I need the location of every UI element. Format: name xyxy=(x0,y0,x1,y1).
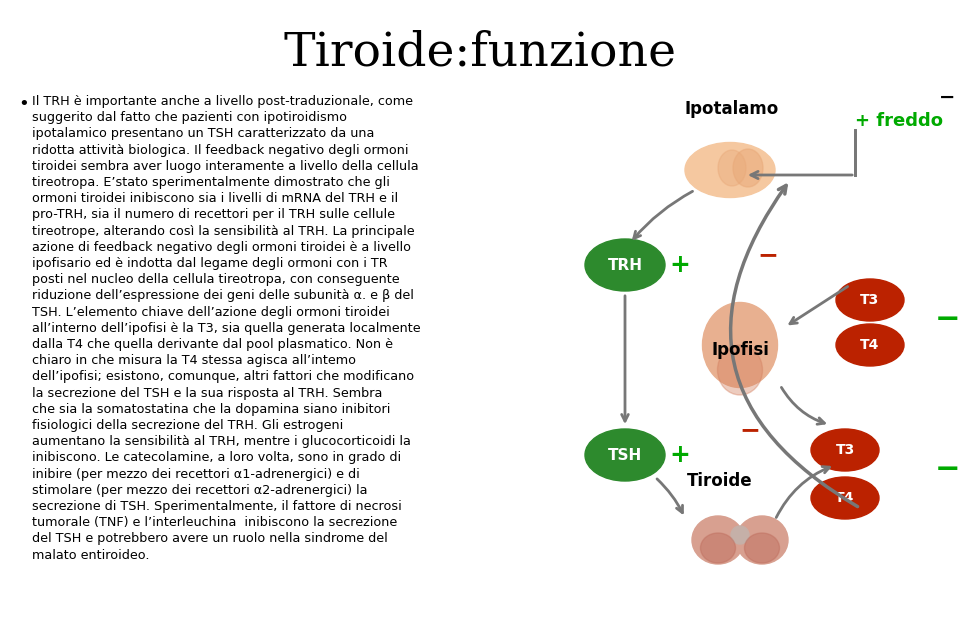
Text: −: − xyxy=(934,455,960,484)
Text: +: + xyxy=(669,443,690,467)
Text: T3: T3 xyxy=(835,443,854,457)
Text: +: + xyxy=(669,253,690,277)
Ellipse shape xyxy=(733,149,763,187)
FancyArrowPatch shape xyxy=(731,186,857,506)
Ellipse shape xyxy=(701,533,735,563)
Text: Ipofisi: Ipofisi xyxy=(711,341,769,359)
Ellipse shape xyxy=(811,429,879,471)
Text: Tiroide:funzione: Tiroide:funzione xyxy=(283,30,677,75)
Text: + freddo: + freddo xyxy=(855,112,943,130)
Text: TRH: TRH xyxy=(608,257,642,272)
FancyArrowPatch shape xyxy=(657,479,683,513)
Text: T4: T4 xyxy=(860,338,879,352)
Ellipse shape xyxy=(836,279,904,321)
Text: Il TRH è importante anche a livello post-traduzionale, come
suggerito dal fatto : Il TRH è importante anche a livello post… xyxy=(32,95,420,562)
Ellipse shape xyxy=(703,303,778,387)
Text: −: − xyxy=(939,88,955,107)
Ellipse shape xyxy=(585,429,665,481)
Ellipse shape xyxy=(836,324,904,366)
Text: −: − xyxy=(757,243,779,267)
FancyArrowPatch shape xyxy=(634,191,692,238)
Ellipse shape xyxy=(736,516,788,564)
FancyArrowPatch shape xyxy=(781,387,825,424)
Text: −: − xyxy=(739,418,760,442)
Ellipse shape xyxy=(718,150,746,186)
Ellipse shape xyxy=(731,526,749,544)
Ellipse shape xyxy=(692,516,744,564)
Ellipse shape xyxy=(745,533,780,563)
FancyArrowPatch shape xyxy=(777,467,829,518)
Text: −: − xyxy=(934,306,960,335)
Text: •: • xyxy=(18,95,29,113)
Text: Tiroide: Tiroide xyxy=(687,472,753,490)
Ellipse shape xyxy=(585,239,665,291)
Text: T3: T3 xyxy=(860,293,879,307)
Ellipse shape xyxy=(685,143,775,198)
Text: TSH: TSH xyxy=(608,447,642,462)
Ellipse shape xyxy=(811,477,879,519)
Text: Ipotalamo: Ipotalamo xyxy=(684,100,780,118)
Ellipse shape xyxy=(717,345,762,395)
Text: T4: T4 xyxy=(835,491,854,505)
